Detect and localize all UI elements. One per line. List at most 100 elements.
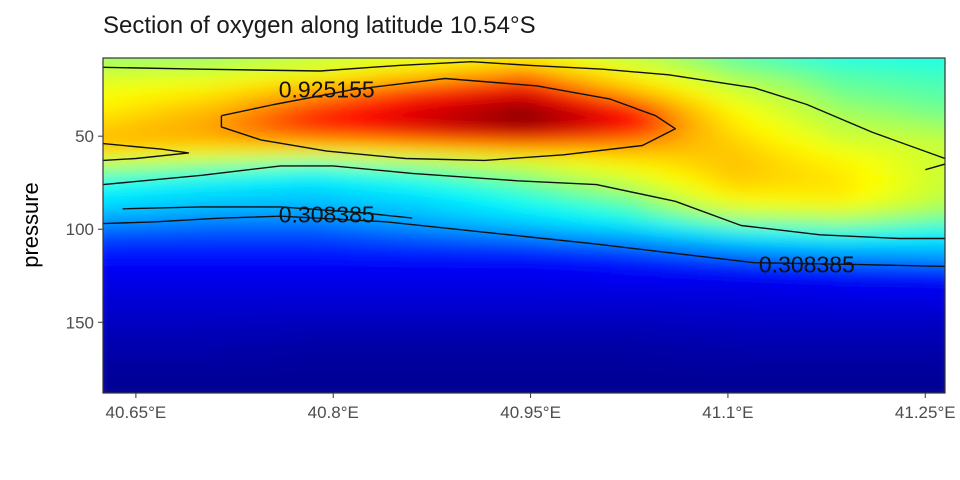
heatmap-cell: [89, 262, 102, 271]
heatmap-cell: [934, 382, 945, 392]
heatmap-cell: [722, 245, 737, 255]
heatmap-cell: [103, 197, 115, 207]
heatmap-cell: [362, 108, 376, 118]
heatmap-cell: [822, 148, 836, 158]
heatmap-cell: [312, 366, 327, 376]
heatmap-cell: [287, 277, 302, 287]
heatmap-cell: [698, 213, 712, 223]
heatmap-cell: [337, 261, 351, 271]
heatmap-cell: [138, 156, 153, 166]
heatmap-cell: [797, 68, 811, 78]
heatmap-cell: [350, 342, 364, 352]
heatmap-cell: [499, 261, 513, 271]
heatmap-cell: [859, 221, 873, 231]
heatmap-cell: [250, 350, 264, 360]
heatmap-cell: [474, 390, 488, 393]
heatmap-cell: [424, 326, 438, 336]
heatmap-cell: [350, 68, 364, 78]
heatmap-cell: [710, 148, 724, 158]
heatmap-cell: [648, 261, 662, 271]
heatmap-cell: [561, 140, 575, 150]
x-tick-label: 41.1°E: [702, 403, 753, 422]
heatmap-cell: [213, 334, 227, 344]
heatmap-cell: [673, 100, 687, 110]
heatmap-cell: [449, 58, 463, 62]
heatmap-cell: [623, 100, 637, 110]
heatmap-cell: [710, 286, 724, 296]
heatmap-cell: [660, 286, 675, 296]
heatmap-cell: [263, 390, 277, 393]
heatmap-cell: [188, 173, 202, 183]
heatmap-cell: [548, 294, 563, 304]
heatmap-cell: [834, 358, 849, 368]
heatmap-cell: [188, 181, 202, 191]
heatmap-cell: [809, 197, 824, 207]
heatmap-cell: [275, 213, 289, 223]
heatmap-cell: [387, 58, 401, 62]
heatmap-cell: [685, 181, 699, 191]
heatmap-cell: [387, 390, 401, 393]
heatmap-cell: [225, 58, 240, 62]
heatmap-cell: [200, 229, 215, 239]
heatmap-cell: [660, 58, 675, 62]
heatmap-cell: [760, 92, 774, 102]
heatmap-cell: [896, 229, 911, 239]
heatmap-cell: [536, 237, 550, 247]
heatmap-cell: [325, 213, 339, 223]
heatmap-cell: [250, 205, 264, 215]
heatmap-cell: [449, 68, 463, 78]
heatmap-cell: [623, 294, 637, 304]
heatmap-cell: [698, 148, 712, 158]
heatmap-cell: [200, 326, 215, 336]
heatmap-cell: [325, 76, 339, 86]
heatmap-cell: [685, 342, 699, 352]
heatmap-cell: [103, 253, 115, 263]
x-tick-label: 40.65°E: [106, 403, 167, 422]
heatmap-cell: [623, 382, 637, 392]
heatmap-cell: [548, 68, 563, 78]
heatmap-cell: [536, 213, 550, 223]
heatmap-cell: [772, 84, 786, 94]
heatmap-cell: [673, 58, 687, 62]
heatmap-cell: [424, 286, 438, 296]
heatmap-cell: [685, 358, 699, 368]
heatmap-cell: [698, 92, 712, 102]
heatmap-cell: [747, 58, 762, 62]
heatmap-cell: [797, 189, 811, 199]
heatmap-cell: [325, 302, 339, 312]
heatmap-cell: [275, 116, 289, 126]
heatmap-cell: [735, 277, 749, 287]
heatmap-cell: [685, 58, 699, 62]
heatmap-cell: [424, 116, 438, 126]
heatmap-cell: [275, 173, 289, 183]
heatmap-cell: [387, 108, 401, 118]
heatmap-cell: [747, 92, 762, 102]
heatmap-cell: [685, 277, 699, 287]
heatmap-cell: [399, 68, 414, 78]
heatmap-cell: [896, 140, 911, 150]
heatmap-cell: [896, 374, 911, 384]
heatmap-cell: [548, 132, 563, 142]
heatmap-cell: [113, 326, 128, 336]
heatmap-cell: [660, 84, 675, 94]
heatmap-cell: [722, 124, 737, 134]
heatmap-cell: [847, 100, 861, 110]
heatmap-cell: [611, 382, 625, 392]
heatmap-cell: [437, 189, 451, 199]
heatmap-cell: [337, 173, 351, 183]
heatmap-cell: [138, 197, 153, 207]
heatmap-cell: [896, 132, 911, 142]
heatmap-cell: [934, 277, 945, 287]
heatmap-cell: [474, 156, 488, 166]
heatmap-cell: [275, 44, 288, 53]
heatmap-cell: [747, 253, 762, 263]
heatmap-cell: [176, 205, 190, 215]
heatmap-cell: [486, 253, 501, 263]
heatmap-cell: [238, 390, 252, 393]
heatmap-cell: [312, 197, 327, 207]
heatmap-cell: [847, 310, 861, 320]
heatmap-cell: [872, 213, 886, 223]
heatmap-cell: [362, 173, 376, 183]
heatmap-cell: [772, 197, 786, 207]
heatmap-cell: [188, 269, 202, 279]
